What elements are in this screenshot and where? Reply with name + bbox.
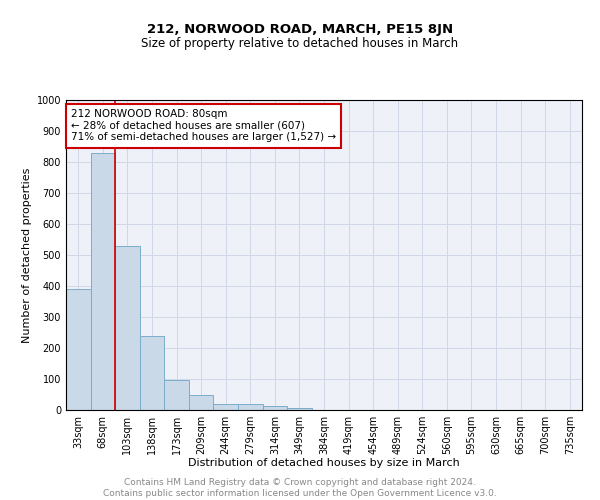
Text: 212 NORWOOD ROAD: 80sqm
← 28% of detached houses are smaller (607)
71% of semi-d: 212 NORWOOD ROAD: 80sqm ← 28% of detache… [71, 110, 336, 142]
Bar [115, 246, 140, 410]
X-axis label: Distribution of detached houses by size in March: Distribution of detached houses by size … [188, 458, 460, 468]
Text: 212, NORWOOD ROAD, MARCH, PE15 8JN: 212, NORWOOD ROAD, MARCH, PE15 8JN [147, 22, 453, 36]
Bar [287, 408, 312, 410]
Bar [189, 394, 214, 410]
Bar [214, 404, 238, 410]
Bar [263, 406, 287, 410]
Bar [66, 289, 91, 410]
Y-axis label: Number of detached properties: Number of detached properties [22, 168, 32, 342]
Bar [238, 404, 263, 410]
Bar [140, 336, 164, 410]
Bar [91, 152, 115, 410]
Text: Contains HM Land Registry data © Crown copyright and database right 2024.
Contai: Contains HM Land Registry data © Crown c… [103, 478, 497, 498]
Text: Size of property relative to detached houses in March: Size of property relative to detached ho… [142, 38, 458, 51]
Bar [164, 380, 189, 410]
